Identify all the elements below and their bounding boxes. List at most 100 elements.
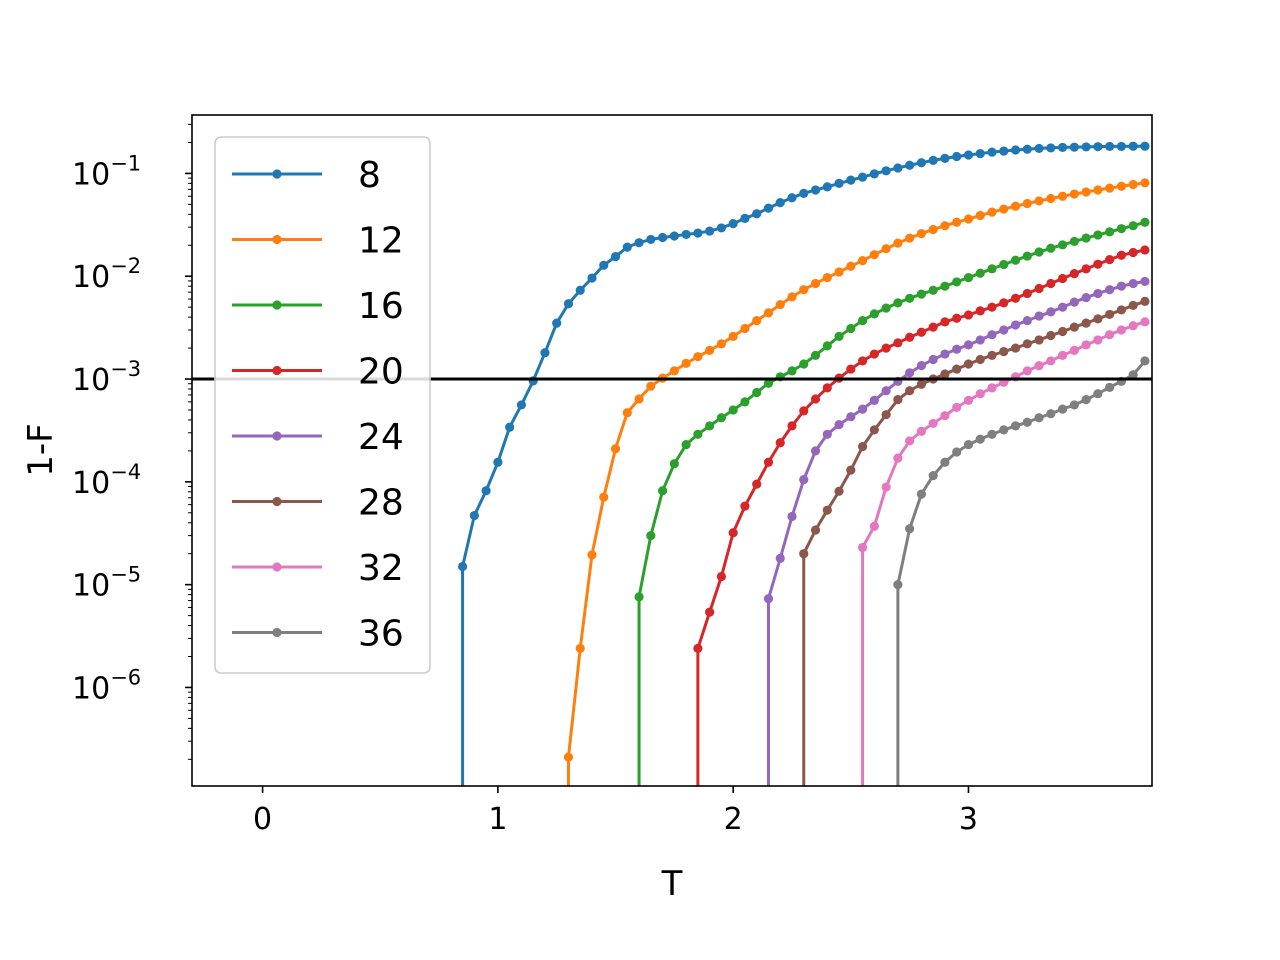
data-point (975, 148, 985, 159)
data-point (869, 169, 879, 179)
data-point (952, 217, 962, 227)
data-point (940, 281, 950, 291)
data-point (810, 525, 821, 535)
series-32 (857, 317, 1150, 786)
data-point (987, 302, 997, 312)
data-point (916, 426, 927, 436)
data-point (1034, 283, 1044, 294)
data-point (975, 354, 985, 365)
data-point (622, 242, 632, 252)
data-point (846, 364, 856, 374)
data-point (728, 219, 738, 229)
data-point (610, 252, 621, 262)
data-point (775, 438, 785, 448)
data-point (999, 325, 1009, 335)
data-point (1140, 178, 1150, 188)
data-point (575, 643, 585, 653)
data-point (1069, 297, 1079, 307)
data-point (1022, 316, 1032, 326)
series-8 (457, 141, 1150, 786)
data-point (999, 346, 1009, 357)
data-point (716, 571, 727, 582)
data-point (1105, 382, 1115, 392)
y-tick-label: 10−2 (72, 254, 141, 295)
data-point (905, 386, 915, 396)
data-point (940, 317, 950, 327)
data-point (1022, 198, 1032, 209)
data-point (869, 309, 879, 319)
data-point (881, 244, 891, 254)
data-point (1022, 144, 1032, 154)
data-point (705, 345, 715, 355)
data-point (587, 273, 597, 283)
data-point (893, 298, 903, 308)
data-point (1057, 142, 1068, 153)
data-point (869, 395, 879, 405)
data-point (728, 331, 738, 341)
data-point (834, 178, 844, 188)
data-point (799, 406, 809, 416)
data-point (940, 457, 950, 467)
legend-label: 20 (358, 352, 404, 393)
data-point (516, 400, 527, 410)
data-point (799, 475, 809, 485)
data-point (1116, 181, 1127, 191)
data-point (857, 172, 868, 182)
series-36 (893, 356, 1150, 786)
data-point (1128, 278, 1138, 289)
data-point (1010, 320, 1021, 330)
data-point (787, 421, 797, 431)
data-point (999, 298, 1009, 308)
data-point (752, 387, 762, 398)
data-point (810, 278, 821, 289)
data-point (622, 408, 632, 418)
data-point (646, 381, 656, 391)
data-point (1081, 264, 1091, 274)
data-point (752, 209, 762, 219)
data-point (846, 465, 856, 475)
legend-label: 24 (358, 417, 404, 458)
x-axis: 0 1 2 3 (253, 786, 978, 837)
data-point (928, 224, 938, 235)
data-point (893, 238, 903, 248)
data-point (563, 752, 574, 762)
data-point (1069, 236, 1079, 247)
data-point (1081, 233, 1091, 243)
data-point (916, 158, 927, 168)
data-point (834, 331, 844, 341)
data-point (987, 429, 997, 439)
data-point (1046, 143, 1056, 153)
legend-label: 28 (358, 483, 404, 524)
data-point (916, 361, 927, 371)
data-point (599, 260, 609, 270)
data-point (1093, 259, 1103, 269)
data-point (869, 349, 879, 359)
data-point (1034, 196, 1044, 206)
data-point (740, 501, 750, 511)
data-point (646, 234, 656, 245)
data-point (1081, 318, 1091, 328)
data-point (693, 643, 703, 653)
data-point (822, 505, 832, 515)
data-point (940, 369, 950, 379)
data-point (1069, 269, 1079, 279)
data-point (810, 185, 821, 195)
x-axis-label: T (661, 864, 683, 904)
data-point (763, 203, 774, 213)
data-point (1081, 340, 1091, 350)
legend-marker (272, 169, 282, 179)
legend-item-8: 8 (232, 155, 381, 196)
data-point (893, 163, 903, 173)
data-point (1010, 255, 1021, 265)
data-point (1034, 311, 1044, 321)
data-point (799, 188, 809, 198)
data-point (646, 530, 656, 541)
data-point (1140, 356, 1150, 366)
data-point (916, 379, 927, 389)
data-point (763, 378, 774, 388)
data-point (1140, 245, 1150, 255)
data-point (916, 327, 927, 337)
data-point (834, 267, 844, 277)
data-point (975, 434, 985, 444)
